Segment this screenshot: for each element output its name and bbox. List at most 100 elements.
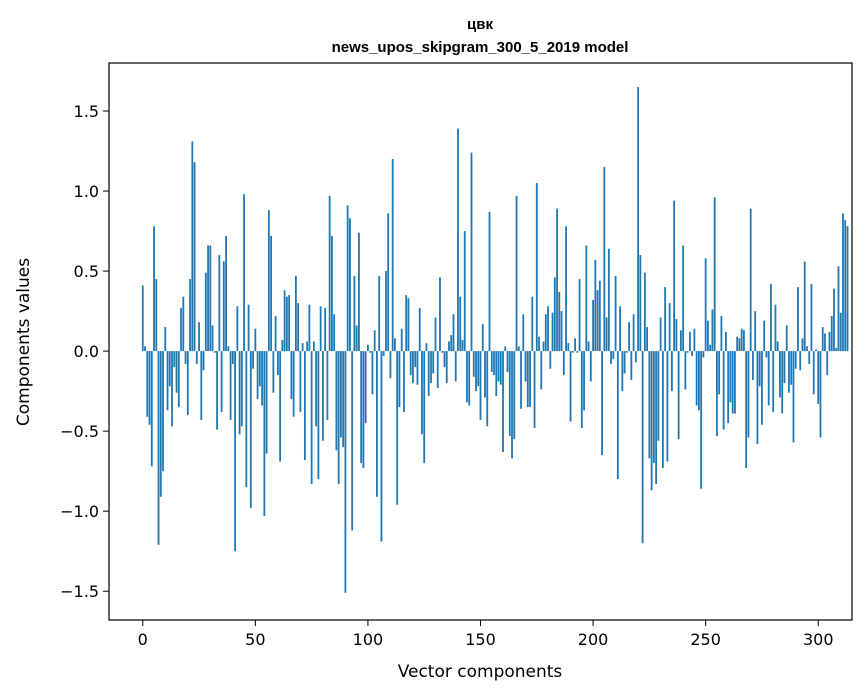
bar-69 bbox=[297, 303, 300, 352]
plot-frame bbox=[108, 62, 853, 621]
x-tick-label: 50 bbox=[245, 630, 265, 649]
bar-222 bbox=[641, 351, 644, 544]
bar-131 bbox=[436, 351, 439, 388]
x-tick-label: 250 bbox=[690, 630, 721, 649]
bar-52 bbox=[258, 351, 261, 387]
bar-35 bbox=[220, 351, 223, 412]
bar-165 bbox=[513, 351, 516, 440]
bar-180 bbox=[547, 306, 549, 352]
bar-261 bbox=[729, 351, 732, 403]
bar-264 bbox=[736, 336, 739, 352]
bar-310 bbox=[839, 312, 842, 352]
bar-231 bbox=[661, 351, 664, 468]
bar-177 bbox=[540, 351, 543, 390]
x-tick-label: 200 bbox=[578, 630, 609, 649]
bar-197 bbox=[585, 245, 588, 352]
bar-303 bbox=[824, 333, 826, 352]
bar-216 bbox=[628, 322, 630, 352]
y-tick-label: 1.0 bbox=[74, 182, 99, 201]
bar-64 bbox=[285, 296, 288, 352]
bar-190 bbox=[569, 351, 572, 422]
bar-204 bbox=[601, 351, 603, 456]
bar-21 bbox=[189, 279, 191, 352]
bar-151 bbox=[481, 323, 484, 352]
bar-298 bbox=[812, 351, 815, 395]
bar-291 bbox=[797, 287, 799, 352]
bar-134 bbox=[443, 351, 446, 368]
bar-141 bbox=[459, 296, 462, 352]
bar-20 bbox=[186, 351, 189, 416]
bar-160 bbox=[502, 351, 504, 452]
bar-67 bbox=[292, 351, 295, 417]
bar-162 bbox=[506, 351, 509, 372]
bar-146 bbox=[470, 152, 473, 352]
bar-7 bbox=[157, 351, 160, 545]
bar-53 bbox=[261, 351, 263, 406]
bar-6 bbox=[155, 279, 158, 352]
bar-284 bbox=[781, 351, 784, 414]
bar-236 bbox=[673, 200, 676, 352]
bar-70 bbox=[299, 351, 302, 412]
bar-95 bbox=[355, 325, 358, 352]
bar-19 bbox=[184, 351, 187, 364]
bar-8 bbox=[159, 351, 162, 497]
bar-46 bbox=[245, 351, 248, 488]
bar-192 bbox=[574, 338, 576, 352]
bar-179 bbox=[544, 314, 547, 352]
bar-176 bbox=[538, 336, 540, 352]
bar-127 bbox=[427, 351, 430, 396]
bar-278 bbox=[767, 351, 770, 406]
bar-2 bbox=[146, 351, 149, 417]
bar-93 bbox=[351, 351, 354, 531]
bar-227 bbox=[652, 351, 655, 464]
bar-106 bbox=[380, 351, 383, 542]
bar-263 bbox=[734, 351, 736, 414]
bar-199 bbox=[589, 351, 592, 382]
bar-205 bbox=[603, 167, 606, 352]
bar-81 bbox=[324, 307, 327, 352]
bar-175 bbox=[535, 183, 538, 352]
bar-239 bbox=[679, 330, 682, 352]
bar-182 bbox=[551, 312, 554, 352]
bar-107 bbox=[382, 351, 385, 356]
bar-194 bbox=[578, 279, 581, 352]
bar-281 bbox=[774, 304, 777, 352]
bar-96 bbox=[358, 232, 360, 352]
bar-85 bbox=[333, 314, 336, 352]
bar-47 bbox=[247, 304, 250, 352]
bar-87 bbox=[337, 351, 340, 484]
bar-169 bbox=[522, 314, 525, 352]
bar-103 bbox=[373, 330, 376, 352]
bar-98 bbox=[362, 351, 365, 468]
bar-307 bbox=[833, 288, 835, 352]
bar-168 bbox=[520, 351, 522, 409]
bar-235 bbox=[670, 351, 673, 392]
bar-262 bbox=[731, 351, 734, 414]
bar-149 bbox=[477, 351, 480, 387]
bar-124 bbox=[421, 351, 423, 435]
bar-211 bbox=[616, 351, 619, 480]
bar-130 bbox=[434, 317, 437, 352]
bar-86 bbox=[335, 351, 338, 451]
bar-144 bbox=[466, 351, 468, 403]
x-tick-label: 150 bbox=[465, 630, 496, 649]
bar-111 bbox=[391, 159, 394, 352]
bar-265 bbox=[738, 338, 741, 352]
bar-77 bbox=[315, 351, 318, 427]
bar-285 bbox=[783, 351, 786, 384]
bar-152 bbox=[484, 351, 486, 398]
bar-255 bbox=[716, 351, 718, 436]
bar-246 bbox=[695, 351, 698, 406]
bar-108 bbox=[385, 271, 387, 352]
y-tick-label: −0.5 bbox=[60, 422, 99, 441]
bar-154 bbox=[488, 211, 491, 352]
bar-129 bbox=[432, 351, 435, 374]
bar-294 bbox=[803, 261, 806, 352]
bar-22 bbox=[191, 141, 194, 352]
bar-44 bbox=[240, 351, 243, 427]
bar-91 bbox=[346, 205, 349, 352]
bar-147 bbox=[472, 351, 475, 377]
bar-79 bbox=[319, 306, 322, 352]
bar-191 bbox=[571, 351, 574, 353]
x-axis-label: Vector components bbox=[398, 662, 563, 682]
